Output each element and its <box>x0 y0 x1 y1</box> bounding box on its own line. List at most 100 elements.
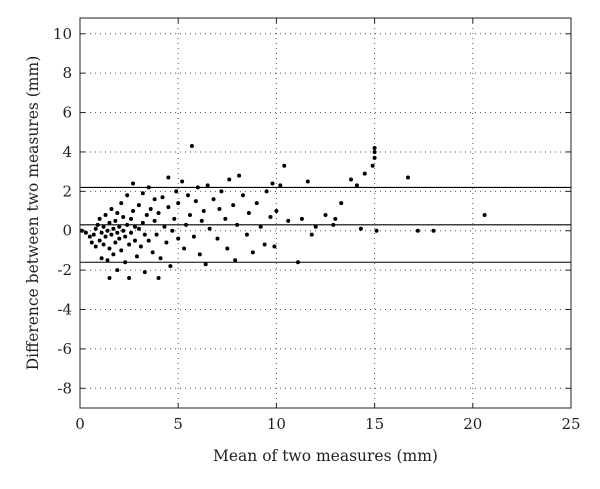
data-point <box>146 238 151 243</box>
data-point <box>127 276 132 280</box>
data-point <box>189 144 194 149</box>
data-point <box>313 224 318 229</box>
data-point <box>132 238 137 243</box>
x-tick-label: 10 <box>267 415 286 433</box>
data-point <box>113 218 118 223</box>
data-point <box>99 230 104 235</box>
data-point <box>107 246 112 251</box>
data-point <box>270 181 275 186</box>
data-point <box>107 276 112 280</box>
y-tick-label: 10 <box>53 25 72 43</box>
data-point <box>482 212 487 217</box>
data-point <box>166 205 171 210</box>
data-point <box>215 236 220 241</box>
data-point <box>274 209 279 214</box>
data-point <box>129 230 134 235</box>
data-point <box>309 232 314 237</box>
data-point <box>125 193 130 198</box>
data-point <box>111 226 116 231</box>
y-tick-label: -6 <box>57 340 72 358</box>
data-point <box>125 222 130 227</box>
data-point <box>97 216 102 221</box>
data-point <box>166 175 171 180</box>
data-point <box>109 232 114 237</box>
data-point <box>217 207 222 212</box>
data-point <box>254 201 259 206</box>
data-point <box>142 232 147 237</box>
data-point <box>405 175 410 180</box>
data-point <box>146 185 151 190</box>
data-point <box>103 234 108 239</box>
data-point <box>156 276 161 280</box>
y-tick-label: 4 <box>62 143 72 161</box>
data-point <box>237 173 242 178</box>
data-point <box>362 171 367 176</box>
data-point <box>339 201 344 206</box>
data-point <box>121 214 126 219</box>
data-point <box>331 222 336 227</box>
x-tick-label: 15 <box>365 415 384 433</box>
data-point <box>115 230 120 235</box>
data-point <box>158 256 163 261</box>
data-point <box>354 183 359 188</box>
data-point <box>333 216 338 221</box>
data-point <box>241 193 246 198</box>
data-point <box>107 220 112 225</box>
data-point <box>168 264 173 269</box>
data-point <box>184 222 189 227</box>
y-tick-label: -8 <box>57 379 72 397</box>
data-point <box>174 189 179 194</box>
data-point <box>268 214 273 219</box>
data-point <box>123 234 128 239</box>
data-point <box>164 240 169 245</box>
data-point <box>219 189 224 194</box>
reference-lines <box>80 186 571 263</box>
data-point <box>305 179 310 184</box>
x-tick-label: 0 <box>75 415 85 433</box>
x-tick-label: 25 <box>561 415 580 433</box>
plot-frame <box>79 17 572 409</box>
data-point <box>95 222 100 227</box>
data-point <box>272 244 277 249</box>
data-point <box>225 246 230 251</box>
y-tick-label: 0 <box>62 222 72 240</box>
data-point <box>115 268 120 273</box>
data-point <box>197 252 202 257</box>
data-point <box>170 228 175 233</box>
axis-ticks: 0 5 10 15 20 25 -8 -6 -4 -2 0 2 4 6 8 10 <box>53 18 581 433</box>
data-point <box>111 252 116 257</box>
data-point <box>415 228 420 233</box>
data-point <box>117 236 122 241</box>
data-point <box>323 212 328 217</box>
y-tick-label: 8 <box>62 64 72 82</box>
data-point <box>431 228 436 233</box>
data-point <box>144 212 149 217</box>
data-point <box>358 226 363 231</box>
data-point <box>233 258 238 263</box>
x-axis-label: Mean of two measures (mm) <box>213 447 438 465</box>
data-point <box>93 244 98 249</box>
data-point <box>278 183 283 188</box>
data-point <box>131 209 136 214</box>
y-tick-label: -2 <box>57 261 72 279</box>
data-point <box>176 236 181 241</box>
data-point <box>105 228 110 233</box>
data-point <box>93 226 98 231</box>
data-point <box>235 222 240 227</box>
data-point <box>374 228 379 233</box>
data-point <box>136 203 141 208</box>
data-point <box>231 203 236 208</box>
data-point <box>182 246 187 251</box>
grid-lines <box>80 18 571 408</box>
data-point <box>105 258 110 263</box>
data-point <box>264 189 269 194</box>
data-point <box>132 224 137 229</box>
data-point <box>205 183 210 188</box>
data-point <box>207 226 212 231</box>
data-point <box>140 191 145 196</box>
data-point <box>101 224 106 229</box>
data-point <box>127 242 132 247</box>
data-point <box>199 218 204 223</box>
y-axis-label: Difference between two measures (mm) <box>24 56 42 371</box>
